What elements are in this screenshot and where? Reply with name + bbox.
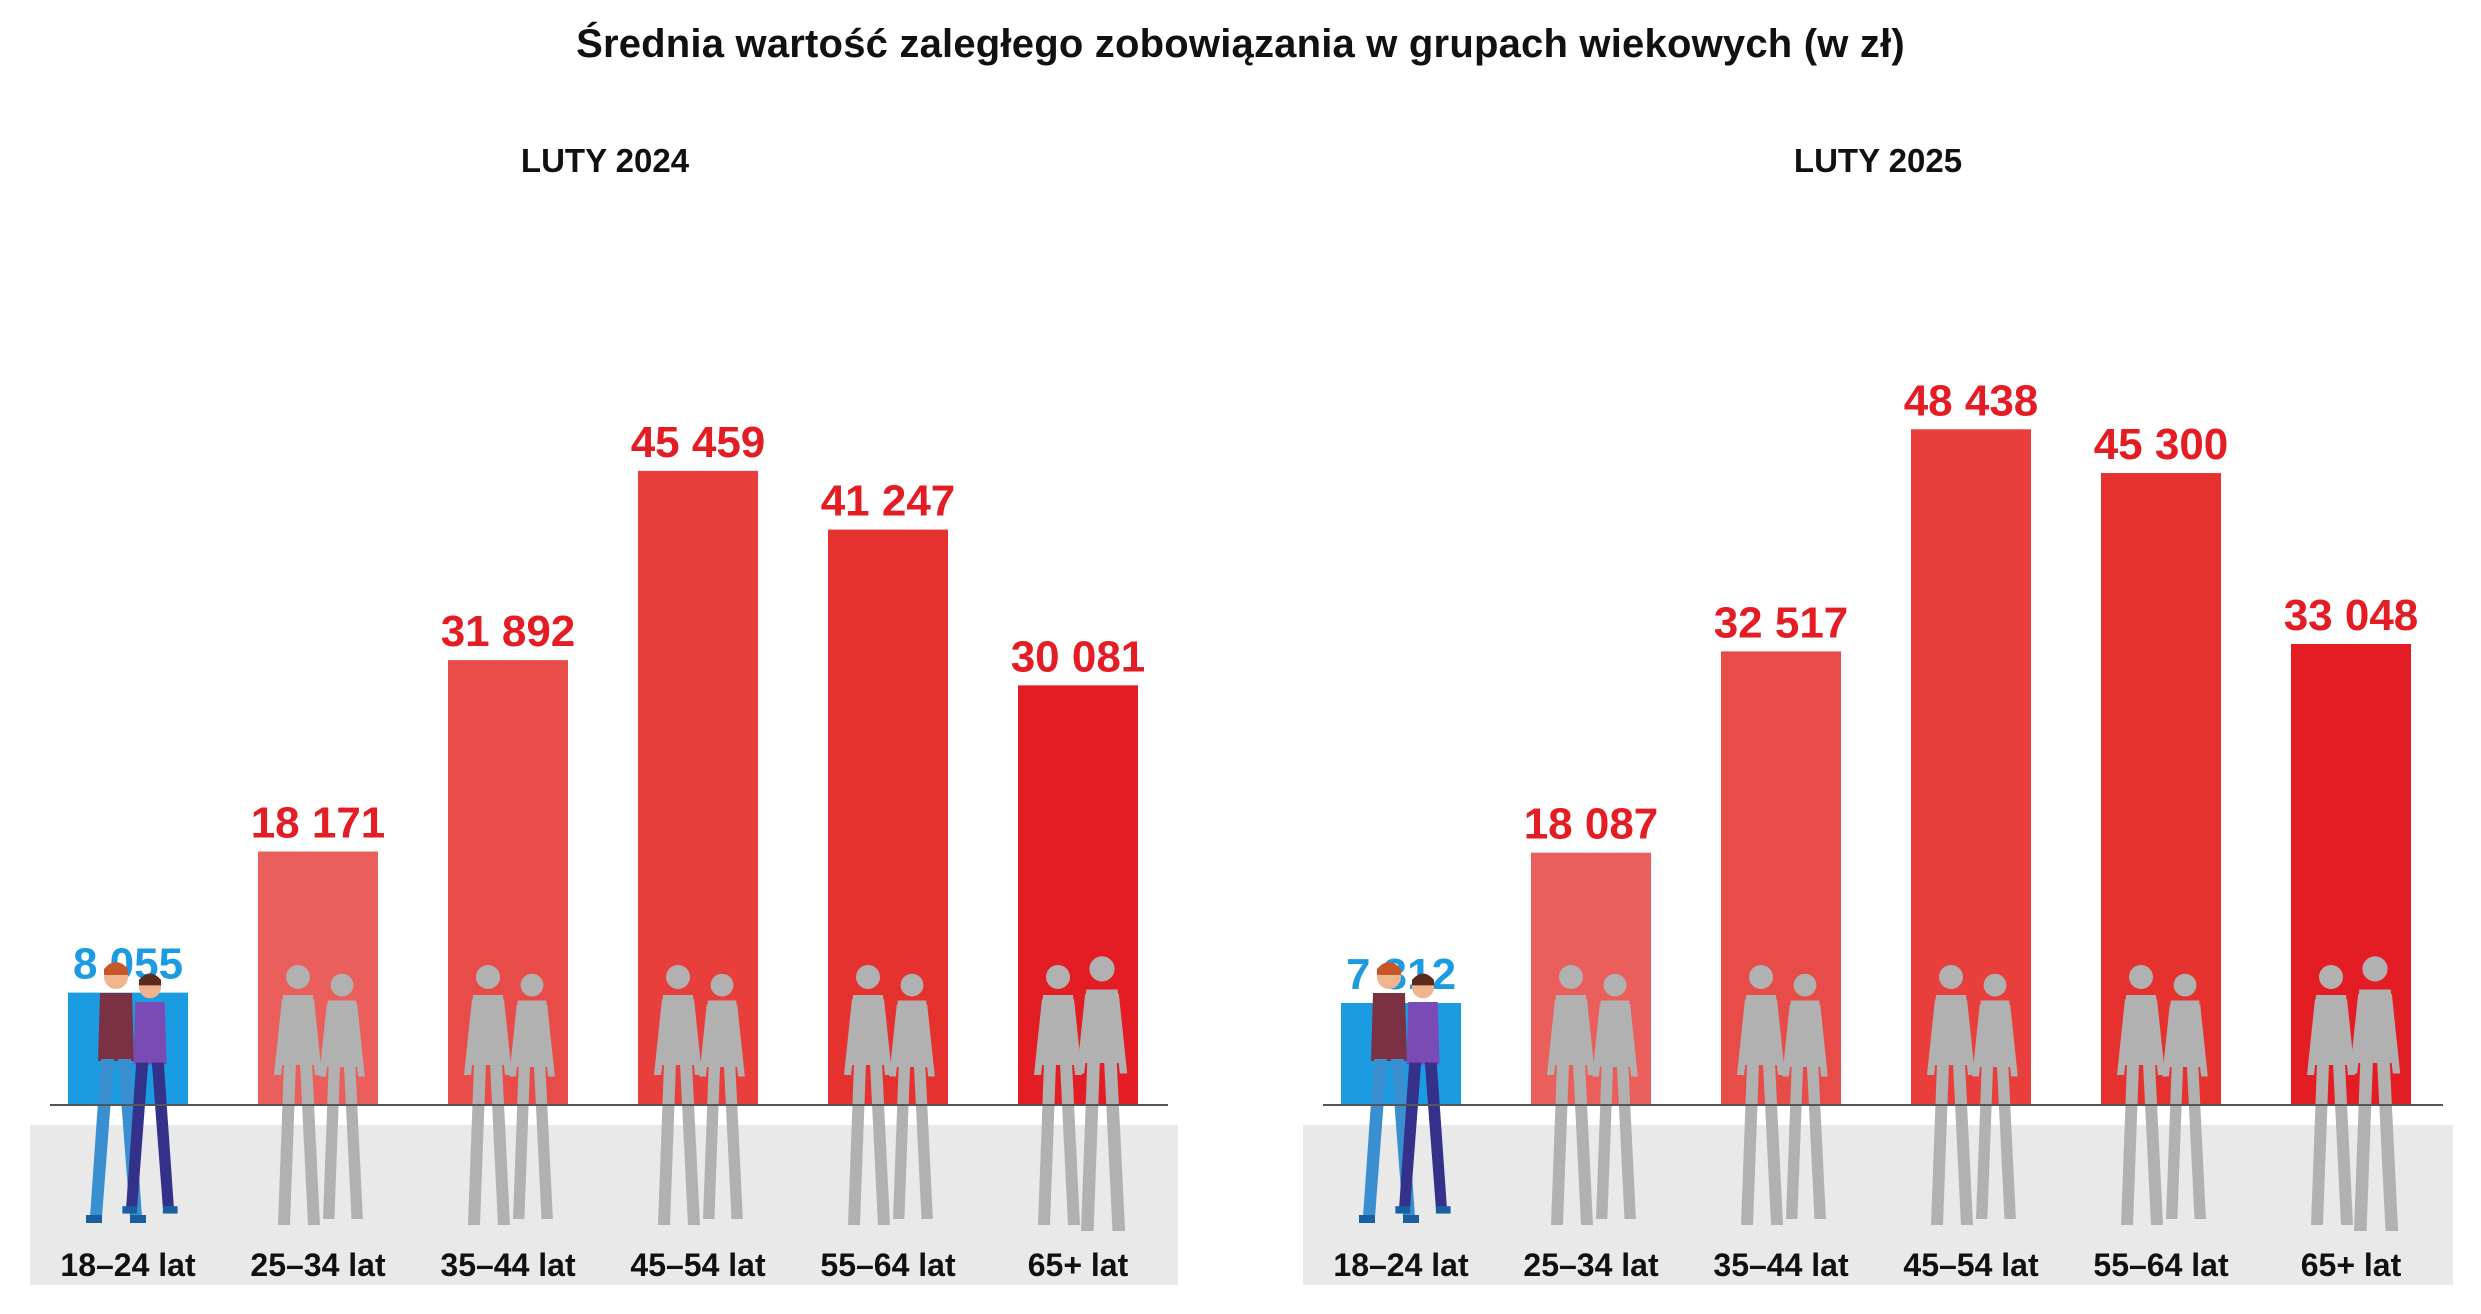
bar-4 <box>638 470 758 1106</box>
value-label: 48 438 <box>1904 376 2039 425</box>
people-silhouette-icon <box>1737 965 1828 1225</box>
people-silhouette-icon <box>654 965 745 1225</box>
value-label: 41 247 <box>821 477 956 526</box>
people-silhouette-icon <box>2117 965 2208 1225</box>
value-label: 45 300 <box>2094 420 2229 469</box>
bar-5 <box>2101 473 2221 1105</box>
young-couple-icon <box>1359 962 1451 1223</box>
bar-4 <box>1911 429 2031 1105</box>
value-label: 18 087 <box>1524 800 1659 849</box>
people-silhouette-icon <box>1927 965 2018 1225</box>
floor-band <box>30 1125 1178 1285</box>
category-label: 18–24 lat <box>1333 1247 1469 1283</box>
chart-panel-1: LUTY 2024 8 055 18–24 lat 18 171 25–34 lat 31… <box>30 142 1178 1285</box>
value-label: 18 171 <box>251 799 386 848</box>
people-silhouette-icon <box>844 965 935 1225</box>
panel-title: LUTY 2025 <box>1794 142 1962 179</box>
category-label: 25–34 lat <box>1523 1247 1659 1283</box>
young-couple-icon <box>86 962 178 1223</box>
category-label: 35–44 lat <box>440 1247 576 1283</box>
value-label: 31 892 <box>441 607 576 656</box>
category-label: 35–44 lat <box>1713 1247 1849 1283</box>
category-label: 45–54 lat <box>1903 1247 2039 1283</box>
people-silhouette-icon <box>464 965 555 1225</box>
category-label: 18–24 lat <box>60 1247 196 1283</box>
value-label: 45 459 <box>631 418 766 467</box>
category-label: 65+ lat <box>1028 1247 1129 1283</box>
category-label: 55–64 lat <box>820 1247 956 1283</box>
value-label: 8 055 <box>73 940 183 989</box>
people-silhouette-icon <box>1547 965 1638 1225</box>
value-label: 32 517 <box>1714 598 1849 647</box>
people-silhouette-icon <box>1034 956 1128 1231</box>
category-label: 25–34 lat <box>250 1247 386 1283</box>
people-silhouette-icon <box>274 965 365 1225</box>
panel-title: LUTY 2024 <box>521 142 690 179</box>
value-label: 30 081 <box>1011 632 1146 681</box>
value-label: 33 048 <box>2284 591 2419 640</box>
chart-title: Średnia wartość zaległego zobowiązania w… <box>576 22 1905 66</box>
category-label: 55–64 lat <box>2093 1247 2229 1283</box>
bar-5 <box>828 529 948 1105</box>
category-label: 65+ lat <box>2301 1247 2402 1283</box>
people-silhouette-icon <box>2307 956 2401 1231</box>
floor-band <box>1303 1125 2453 1285</box>
category-label: 45–54 lat <box>630 1247 766 1283</box>
